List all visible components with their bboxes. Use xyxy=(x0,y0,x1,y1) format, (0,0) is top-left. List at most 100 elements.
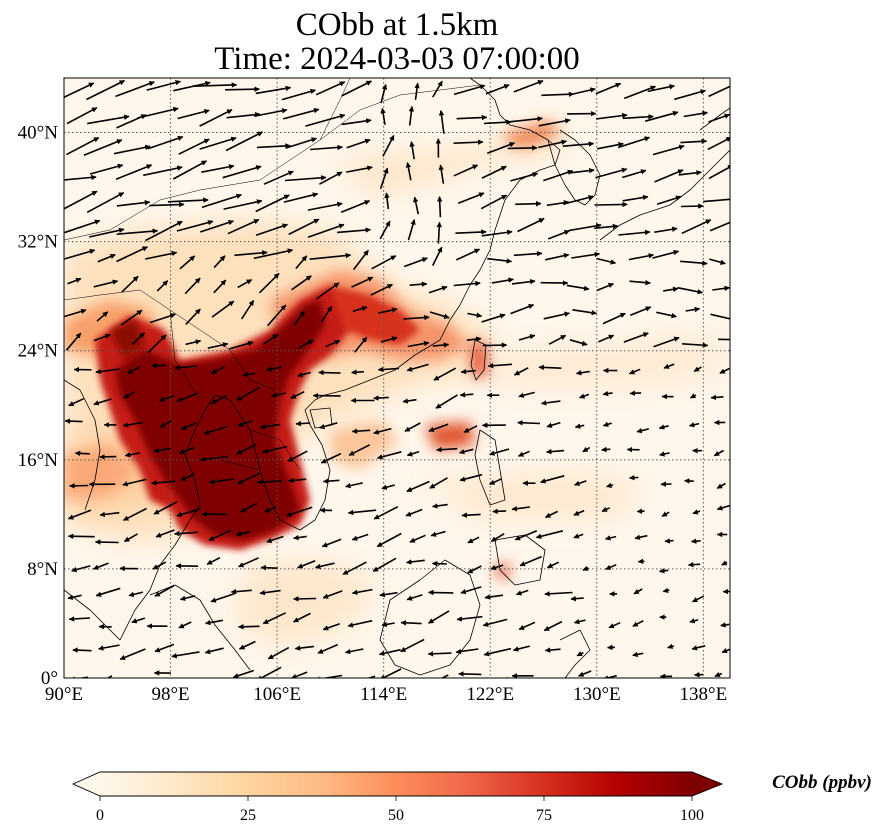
wind-arrow xyxy=(380,83,388,104)
cobb-shading-max xyxy=(110,300,325,540)
wind-arrow xyxy=(145,220,183,242)
longitude-tick-label: 114°E xyxy=(360,684,407,705)
wind-arrow xyxy=(545,252,570,261)
wind-arrow xyxy=(517,420,541,426)
wind-arrow xyxy=(568,223,602,232)
wind-arrow xyxy=(440,674,449,678)
wind-arrow xyxy=(623,85,657,100)
wind-arrow xyxy=(436,196,443,218)
latitude-tick-label: 16°N xyxy=(18,450,59,471)
wind-arrow xyxy=(544,591,573,597)
wind-arrow xyxy=(573,618,586,625)
wind-arrow xyxy=(89,163,124,175)
wind-arrow xyxy=(461,512,481,518)
wind-arrow xyxy=(267,646,290,660)
wind-arrow xyxy=(282,107,320,120)
wind-arrow xyxy=(489,448,510,456)
wind-arrow xyxy=(159,420,172,428)
wind-arrow xyxy=(97,253,116,263)
plot-title-line-2: Time: 2024-03-03 07:00:00 xyxy=(214,41,580,77)
wind-arrow xyxy=(122,478,147,487)
wind-arrow xyxy=(223,199,263,210)
wind-arrow xyxy=(213,279,227,294)
colorbar: 0 25 50 75 100 CObb (ppbv) xyxy=(71,771,872,824)
wind-arrow xyxy=(514,367,529,376)
wind-arrow xyxy=(178,138,210,155)
country-borders xyxy=(64,78,481,471)
wind-arrow xyxy=(481,229,513,237)
wind-arrow xyxy=(594,201,628,208)
wind-arrow xyxy=(83,139,123,156)
wind-arrow xyxy=(403,257,428,268)
wind-arrow xyxy=(617,136,651,149)
wind-arrow xyxy=(576,651,584,657)
wind-arrow xyxy=(601,506,611,513)
wind-arrow xyxy=(120,309,143,326)
wind-arrow xyxy=(203,425,228,435)
wind-arrow xyxy=(453,164,479,177)
wind-arrow xyxy=(152,561,167,570)
wind-arrow xyxy=(320,452,342,464)
wind-arrow xyxy=(377,366,400,373)
wind-arrow xyxy=(569,167,595,174)
wind-arrow xyxy=(229,340,254,350)
wind-arrow xyxy=(687,561,701,568)
wind-arrow xyxy=(678,170,702,176)
wind-arrow xyxy=(256,479,282,485)
wind-arrow xyxy=(227,218,260,235)
wind-arrow xyxy=(64,82,95,99)
wind-arrow xyxy=(307,223,345,238)
wind-arrow xyxy=(636,427,649,434)
wind-arrow xyxy=(563,194,594,205)
wind-arrow xyxy=(319,422,338,430)
wind-arrow xyxy=(429,311,450,319)
wind-arrow xyxy=(406,594,423,601)
plot-title-line-1: CObb at 1.5km xyxy=(295,7,499,43)
wind-arrow xyxy=(487,142,516,154)
wind-arrow xyxy=(680,138,708,145)
wind-arrow xyxy=(510,304,535,315)
wind-arrow xyxy=(237,472,261,485)
wind-arrow xyxy=(71,565,91,573)
wind-arrow xyxy=(659,568,669,574)
wind-arrow xyxy=(453,280,481,287)
wind-arrow xyxy=(210,394,228,405)
wind-arrow xyxy=(174,530,198,537)
wind-arrow xyxy=(378,648,401,656)
wind-arrow xyxy=(573,509,585,516)
wind-arrow xyxy=(703,198,730,203)
wind-arrow xyxy=(123,533,138,543)
colorbar-tick-label: 0 xyxy=(96,807,104,824)
wind-arrow xyxy=(240,300,255,320)
wind-arrow xyxy=(515,589,529,596)
wind-arrow xyxy=(456,114,488,121)
wind-arrow xyxy=(431,246,443,266)
wind-arrow xyxy=(208,679,232,682)
wind-arrow xyxy=(145,250,178,260)
wind-arrow xyxy=(176,508,201,518)
wind-arrow xyxy=(352,249,369,271)
map-frame xyxy=(63,77,731,679)
wind-arrow xyxy=(342,561,367,576)
wind-arrow xyxy=(86,191,125,214)
wind-arrow xyxy=(127,366,141,375)
wind-arrow xyxy=(294,645,315,651)
wind-arrow xyxy=(720,622,730,628)
wind-arrow xyxy=(68,616,91,622)
wind-arrow xyxy=(351,369,364,375)
wind-arrow xyxy=(176,392,199,402)
wind-arrow xyxy=(716,504,730,511)
wind-arrow xyxy=(708,85,730,98)
wind-arrow xyxy=(692,595,705,603)
wind-arrow xyxy=(467,312,483,318)
wind-arrow xyxy=(315,81,346,96)
wind-arrow xyxy=(467,536,480,544)
wind-arrow xyxy=(351,588,373,596)
wind-arrow xyxy=(432,342,450,348)
wind-arrow xyxy=(239,640,256,650)
wind-arrow xyxy=(201,193,242,209)
wind-arrow xyxy=(255,223,289,237)
wind-arrow xyxy=(489,478,502,486)
wind-arrow xyxy=(409,141,415,160)
wind-arrow xyxy=(428,610,450,624)
